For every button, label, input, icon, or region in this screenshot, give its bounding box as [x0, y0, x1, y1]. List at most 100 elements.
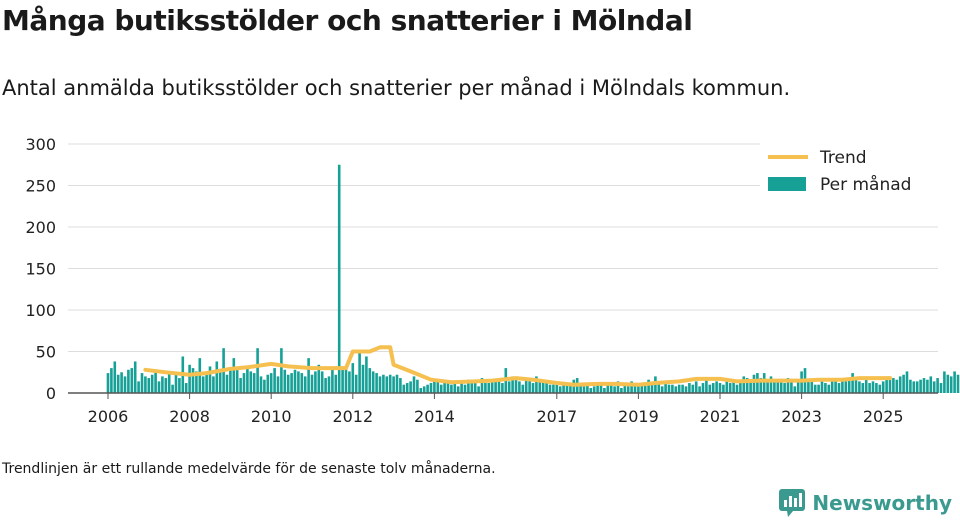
bar	[280, 348, 283, 393]
trend	[143, 345, 892, 387]
bar	[796, 381, 800, 393]
bar	[161, 376, 164, 393]
bar	[569, 383, 572, 393]
bar	[830, 378, 834, 393]
bar	[375, 373, 378, 393]
bar	[266, 374, 270, 393]
bar	[698, 386, 701, 393]
bar	[562, 383, 565, 393]
bar	[361, 364, 365, 393]
bar	[902, 374, 905, 393]
bar	[110, 368, 113, 393]
bar	[929, 376, 933, 393]
bar	[354, 374, 358, 393]
bar	[208, 366, 212, 393]
bar	[385, 376, 389, 393]
bar	[620, 388, 623, 393]
bar	[715, 381, 718, 393]
bar	[290, 373, 293, 393]
bar	[640, 384, 644, 393]
bar	[494, 381, 497, 393]
bar	[664, 383, 667, 393]
bar	[167, 371, 171, 393]
bar	[205, 373, 208, 393]
newsworthy-icon	[779, 489, 806, 517]
x-axis: 2006 2008 2010 2012 2014 2017 2019 2021 2023 2025	[68, 392, 938, 426]
bar	[824, 383, 827, 393]
bar	[820, 379, 824, 393]
bar	[140, 373, 144, 393]
bar	[215, 361, 219, 393]
bar	[637, 386, 640, 393]
bar	[259, 376, 263, 393]
bar	[276, 376, 280, 393]
bar	[497, 381, 501, 393]
bar	[718, 383, 722, 393]
bar	[541, 379, 545, 393]
bar	[783, 383, 786, 393]
bar	[926, 379, 929, 393]
bar	[671, 384, 674, 393]
bar	[932, 381, 936, 393]
bar	[511, 376, 514, 393]
bar	[592, 386, 596, 393]
bar	[269, 373, 273, 393]
bar	[378, 376, 382, 393]
bar	[501, 383, 504, 393]
bar	[705, 379, 708, 393]
bar	[681, 384, 684, 393]
bar	[793, 386, 797, 393]
bar	[892, 378, 895, 393]
bar	[303, 376, 307, 393]
bar	[113, 361, 117, 393]
bar	[382, 374, 385, 393]
bar	[762, 373, 766, 393]
bar	[487, 383, 491, 393]
bar	[847, 379, 851, 393]
bar	[650, 384, 654, 393]
bar	[623, 384, 627, 393]
bar	[613, 386, 616, 393]
bar	[674, 386, 678, 393]
bar	[235, 369, 239, 393]
bar	[657, 381, 661, 393]
bar	[888, 376, 892, 393]
bar	[130, 368, 134, 393]
bar	[773, 381, 776, 393]
bar	[116, 374, 120, 393]
bar	[344, 368, 348, 393]
bar	[871, 381, 875, 393]
bar	[157, 381, 161, 393]
bar	[191, 368, 195, 393]
bar	[606, 384, 610, 393]
bar	[548, 384, 552, 393]
bar	[446, 383, 450, 393]
x-tick-label: 2006	[88, 407, 129, 426]
bar	[450, 384, 453, 393]
bar	[579, 384, 582, 393]
bar	[953, 371, 956, 393]
bar	[742, 376, 746, 393]
bar	[586, 383, 589, 393]
bar	[324, 378, 327, 393]
bar	[769, 376, 773, 393]
bar	[232, 358, 236, 393]
bar	[807, 379, 810, 393]
bar	[834, 381, 837, 393]
chart-subtitle: Antal anmälda butiksstölder och snatteri…	[2, 76, 791, 100]
bar	[246, 368, 249, 393]
bar	[817, 384, 820, 393]
footnote: Trendlinjen är ett rullande medelvärde f…	[2, 461, 496, 477]
bar	[943, 371, 946, 393]
bar	[630, 381, 633, 393]
bar	[164, 378, 168, 393]
gridlines	[68, 143, 938, 352]
bar	[728, 383, 732, 393]
bar	[106, 373, 110, 393]
bar	[252, 373, 256, 393]
bar	[154, 369, 157, 393]
bar	[881, 381, 885, 393]
x-tick-label: 2010	[251, 407, 292, 426]
bar	[749, 381, 752, 393]
y-ticks: 0 50 100 150 200 250 300	[25, 135, 56, 403]
